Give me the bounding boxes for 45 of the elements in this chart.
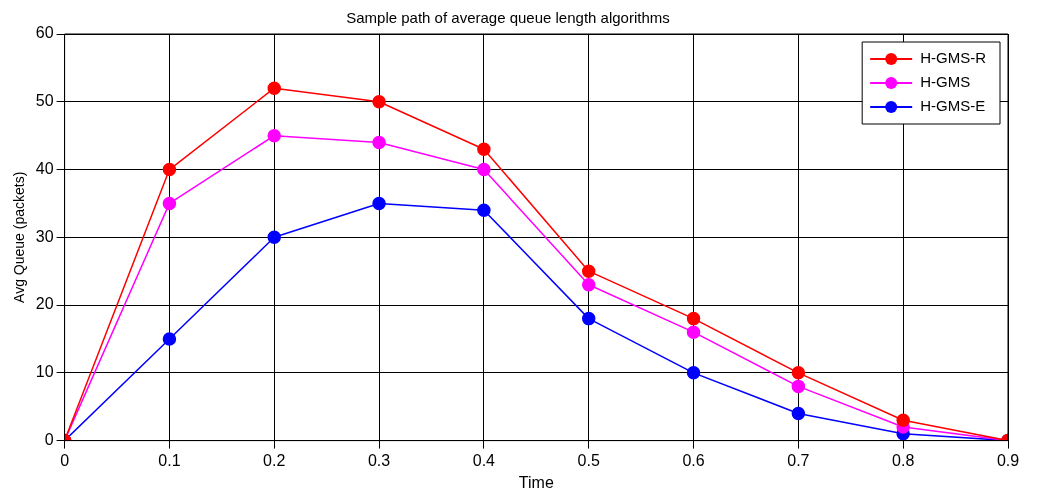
- point: [267, 128, 281, 143]
- x-tick-label: 0.5: [577, 451, 600, 469]
- y-axis-title: Avg Queue (packets): [11, 171, 28, 303]
- y-tick-label: 0: [44, 431, 54, 449]
- x-tick-label: 0.4: [472, 451, 496, 469]
- y-tick-label: 20: [35, 295, 54, 313]
- x-tick-label: 0.6: [682, 451, 705, 469]
- point: [791, 406, 806, 421]
- point: [791, 379, 806, 394]
- x-tick-label: 0.3: [367, 451, 391, 469]
- point: [686, 366, 701, 380]
- x-tick-label: 0.2: [263, 451, 286, 469]
- x-axis-title: Time: [518, 473, 554, 491]
- x-tick-label: 0.8: [892, 451, 915, 469]
- legend-label: H-GMS-E: [920, 97, 986, 115]
- chart-title: Sample path of average queue length algorithms: [346, 9, 670, 27]
- point: [267, 81, 281, 95]
- y-tick-label: 50: [35, 92, 54, 110]
- x-tick-label: 0: [60, 451, 70, 469]
- y-tick-label: 30: [35, 227, 54, 245]
- point: [581, 277, 596, 292]
- point: [477, 162, 491, 177]
- point: [267, 230, 281, 245]
- point: [686, 325, 701, 339]
- point: [162, 162, 177, 177]
- point: [686, 311, 701, 326]
- point: [791, 366, 806, 380]
- point: [477, 142, 491, 156]
- point: [896, 413, 910, 428]
- x-tick-label: 0.1: [158, 451, 181, 469]
- point: [477, 203, 491, 217]
- legend-label: H-GMS-R: [920, 49, 987, 67]
- point: [372, 95, 386, 109]
- point: [581, 311, 596, 326]
- x-tick-label: 0.9: [996, 451, 1020, 469]
- x-tick-label: 0.7: [787, 451, 810, 469]
- point: [372, 135, 386, 150]
- y-tick-label: 60: [35, 24, 54, 42]
- point: [162, 332, 177, 346]
- point: [372, 196, 386, 211]
- point: [581, 264, 596, 278]
- legend-label: H-GMS: [920, 73, 971, 91]
- point: [162, 196, 177, 211]
- y-tick-label: 40: [35, 159, 54, 177]
- y-tick-label: 10: [35, 363, 54, 381]
